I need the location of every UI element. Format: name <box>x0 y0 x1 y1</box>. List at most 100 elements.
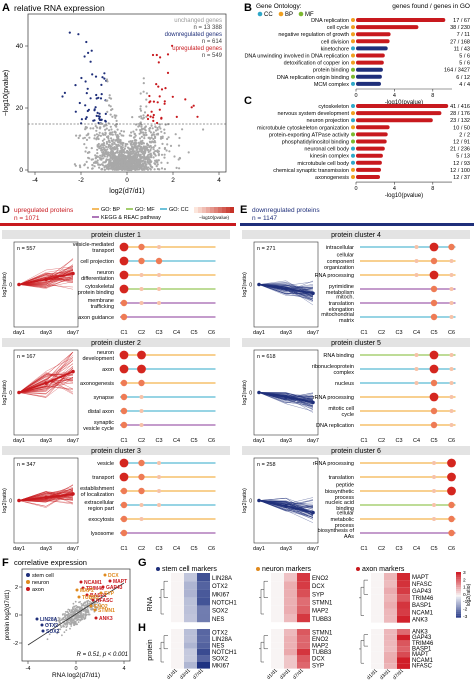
cluster-ytick-label: 0 <box>249 499 252 505</box>
volcano-point <box>152 116 155 119</box>
cluster-mean-point <box>284 395 288 399</box>
volcano-point <box>187 151 190 154</box>
scatter-point <box>88 613 91 616</box>
heatmap-gene-label: TRIM46 <box>412 596 434 602</box>
enrichment-dot <box>430 421 438 429</box>
protein-profile-line <box>18 491 74 501</box>
volcano-point <box>154 150 157 153</box>
protein-profile-line <box>18 277 74 287</box>
volcano-xtick-label: -2 <box>78 177 84 184</box>
heatmap-title-dot <box>256 567 260 571</box>
cluster-column-label: C3 <box>395 438 402 444</box>
heatmap-column-label: d1/d1 <box>166 668 179 681</box>
enrichment-dot <box>448 529 455 537</box>
heatmap-gene-label: STMN1 <box>312 601 333 607</box>
heatmap-cell <box>371 601 384 609</box>
protein-profile-line <box>18 351 74 393</box>
volcano-point <box>111 115 114 118</box>
go-axis-label: -log10(pvalue) <box>385 193 423 199</box>
day-label: day3 <box>40 438 52 444</box>
day-label: day3 <box>280 546 292 552</box>
volcano-point <box>98 126 102 129</box>
go-count-label: 7 / 11 <box>457 32 470 38</box>
downregulated-title: downregulated proteins <box>252 207 320 214</box>
heatmap-cell <box>184 573 197 582</box>
go-count-label: 6 / 12 <box>456 75 470 81</box>
heatmap-cell <box>397 608 410 616</box>
go-bar <box>356 60 384 65</box>
heatmap-column-label: d7/d1 <box>292 668 305 681</box>
cluster-column-label: C2 <box>378 330 385 336</box>
protein-profile-line <box>258 498 314 515</box>
go-count-label: 41 / 416 <box>450 104 470 110</box>
cluster-column-label: C4 <box>413 438 420 444</box>
volcano-point <box>134 168 137 171</box>
volcano-point <box>166 71 170 74</box>
volcano-point <box>135 162 138 165</box>
scatter-point <box>68 619 71 621</box>
scatter-point <box>80 605 83 607</box>
count-downregulated: n = 614 <box>202 39 223 45</box>
heatmap-cell <box>284 597 297 606</box>
scatter-point <box>55 620 58 623</box>
cluster-column-label: C6 <box>448 438 455 444</box>
heatmap-gene-label: DCX <box>312 657 325 663</box>
heatmap-cell <box>184 629 197 636</box>
scatter-point <box>57 631 60 634</box>
volcano-point <box>93 165 96 168</box>
volcano-point <box>129 143 133 146</box>
day-label: day1 <box>253 546 265 552</box>
cluster-term-label: transport <box>92 248 114 254</box>
volcano-point <box>105 150 108 153</box>
heatmap-gene-label: OTX2 <box>212 584 228 590</box>
go-axis-tick-label: 0 <box>354 93 357 99</box>
volcano-point <box>119 150 122 153</box>
heatmap-cell <box>371 640 384 647</box>
heatmap-cell <box>371 651 384 658</box>
volcano-point <box>149 167 152 170</box>
scatter-point <box>67 616 70 619</box>
volcano-point <box>115 125 118 128</box>
heatmap-cell <box>297 605 310 614</box>
heatmap-gene-label: NOTCH1 <box>212 601 237 607</box>
go-term-label: cell cycle <box>327 25 349 31</box>
scatter-point <box>96 601 99 604</box>
volcano-point <box>169 144 173 147</box>
volcano-point <box>94 160 97 163</box>
cluster-mean-point <box>311 400 315 405</box>
go-count-label: 17 / 67 <box>453 18 470 24</box>
cluster-column-label: C1 <box>360 330 367 336</box>
volcano-point <box>148 94 151 98</box>
heatmap-gene-label: TRIM46 <box>412 641 434 647</box>
heatmap-cell <box>371 594 384 602</box>
cluster-term-label: cycle <box>341 412 354 418</box>
go-bar <box>356 118 433 123</box>
cluster-header <box>2 230 230 239</box>
go-bar <box>356 125 390 130</box>
heatmap-cell <box>397 651 410 658</box>
volcano-point <box>153 140 156 143</box>
scatter-point <box>70 611 72 614</box>
heatmap-cell <box>197 597 210 606</box>
heatmap-cell <box>184 605 197 614</box>
protein-profile-line <box>258 500 314 511</box>
volcano-point <box>115 161 118 164</box>
volcano-point <box>150 141 153 144</box>
genes-found-header-text: genes found / genes in GO <box>392 3 470 10</box>
heatmap-dendrogram <box>359 634 368 664</box>
volcano-point <box>85 92 88 95</box>
marker-gene-point <box>79 580 83 584</box>
go-category-dot <box>351 139 355 144</box>
legend-upregulated: upregulated genes <box>172 46 222 52</box>
enrichment-dot <box>449 353 454 357</box>
heatmap-cell <box>271 573 284 582</box>
marker-gene-label: MAP2 <box>80 588 94 594</box>
volcano-point <box>85 146 88 149</box>
enrichment-dot <box>119 270 129 280</box>
volcano-point <box>108 104 111 107</box>
cluster-term-label: trafficking <box>91 304 114 310</box>
volcano-point <box>138 115 141 118</box>
volcano-point <box>145 156 149 159</box>
